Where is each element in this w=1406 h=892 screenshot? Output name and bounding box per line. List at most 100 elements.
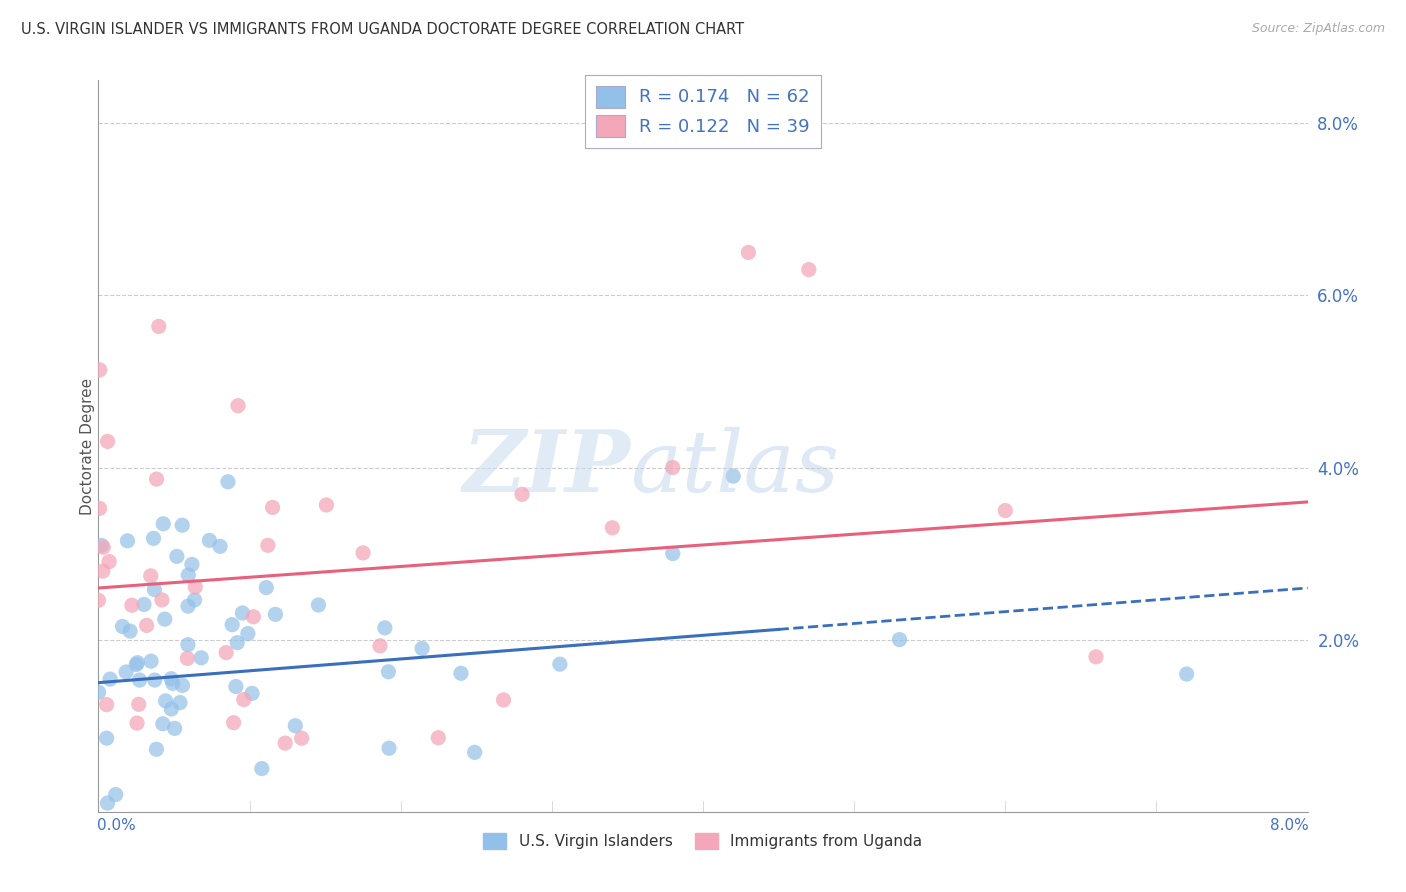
Point <box>155 694 177 708</box>
Point <box>139 569 162 583</box>
Point <box>226 635 249 649</box>
Point <box>889 632 911 647</box>
Point <box>135 618 157 632</box>
Legend: U.S. Virgin Islanders, Immigrants from Uganda: U.S. Virgin Islanders, Immigrants from U… <box>477 827 929 855</box>
Point <box>96 731 118 746</box>
Point <box>91 564 114 578</box>
Point <box>797 262 820 277</box>
Point <box>492 693 515 707</box>
Point <box>221 617 243 632</box>
Point <box>127 656 149 670</box>
Point <box>209 539 232 553</box>
Point <box>994 503 1017 517</box>
Point <box>87 685 110 699</box>
Point <box>177 638 200 652</box>
Point <box>284 719 307 733</box>
Point <box>217 475 239 489</box>
Point <box>257 538 280 552</box>
Point <box>97 434 120 449</box>
Point <box>96 698 118 712</box>
Point <box>602 521 624 535</box>
Point <box>450 666 472 681</box>
Point <box>291 731 314 746</box>
Point <box>240 686 263 700</box>
Point <box>162 676 184 690</box>
Text: 0.0%: 0.0% <box>97 818 136 832</box>
Point <box>145 742 167 756</box>
Point <box>1175 667 1198 681</box>
Point <box>254 581 277 595</box>
Point <box>315 498 337 512</box>
Point <box>115 665 138 679</box>
Point <box>661 460 683 475</box>
Point <box>378 741 401 756</box>
Y-axis label: Doctorate Degree: Doctorate Degree <box>80 377 94 515</box>
Text: ZIP: ZIP <box>463 426 630 509</box>
Point <box>184 580 207 594</box>
Point <box>98 672 121 686</box>
Point <box>143 582 166 597</box>
Point <box>510 487 533 501</box>
Point <box>231 606 253 620</box>
Point <box>198 533 221 548</box>
Point <box>145 472 167 486</box>
Point <box>160 702 183 716</box>
Point <box>166 549 188 564</box>
Point <box>89 363 111 377</box>
Point <box>464 745 486 759</box>
Point <box>176 651 198 665</box>
Point <box>132 598 155 612</box>
Point <box>190 650 212 665</box>
Point <box>91 541 114 555</box>
Point <box>125 716 148 731</box>
Point <box>264 607 287 622</box>
Point <box>377 665 399 679</box>
Point <box>96 796 118 810</box>
Point <box>172 678 194 692</box>
Point <box>153 612 176 626</box>
Point <box>307 598 329 612</box>
Point <box>89 501 111 516</box>
Point <box>1085 649 1108 664</box>
Point <box>152 716 174 731</box>
Point <box>128 673 150 687</box>
Point <box>232 692 254 706</box>
Point <box>90 538 112 552</box>
Point <box>183 593 205 607</box>
Point <box>548 657 571 672</box>
Point <box>121 598 143 612</box>
Point <box>274 736 297 750</box>
Point <box>150 593 173 607</box>
Point <box>177 568 200 582</box>
Point <box>661 547 683 561</box>
Point <box>411 641 433 656</box>
Point <box>169 696 191 710</box>
Point <box>152 516 174 531</box>
Point <box>242 609 264 624</box>
Point <box>163 722 186 736</box>
Point <box>172 518 194 533</box>
Point <box>87 593 110 607</box>
Point <box>427 731 450 745</box>
Point <box>368 639 391 653</box>
Point <box>352 546 374 560</box>
Text: Source: ZipAtlas.com: Source: ZipAtlas.com <box>1251 22 1385 36</box>
Point <box>226 399 249 413</box>
Text: 8.0%: 8.0% <box>1270 818 1309 832</box>
Point <box>128 698 150 712</box>
Point <box>262 500 284 515</box>
Point <box>236 626 259 640</box>
Text: U.S. VIRGIN ISLANDER VS IMMIGRANTS FROM UGANDA DOCTORATE DEGREE CORRELATION CHAR: U.S. VIRGIN ISLANDER VS IMMIGRANTS FROM … <box>21 22 744 37</box>
Point <box>143 673 166 687</box>
Point <box>737 245 759 260</box>
Point <box>125 657 148 672</box>
Point <box>723 469 745 483</box>
Point <box>374 621 396 635</box>
Point <box>148 319 170 334</box>
Point <box>177 599 200 614</box>
Point <box>225 680 247 694</box>
Point <box>142 532 165 546</box>
Point <box>117 533 139 548</box>
Point <box>215 646 238 660</box>
Point <box>98 555 121 569</box>
